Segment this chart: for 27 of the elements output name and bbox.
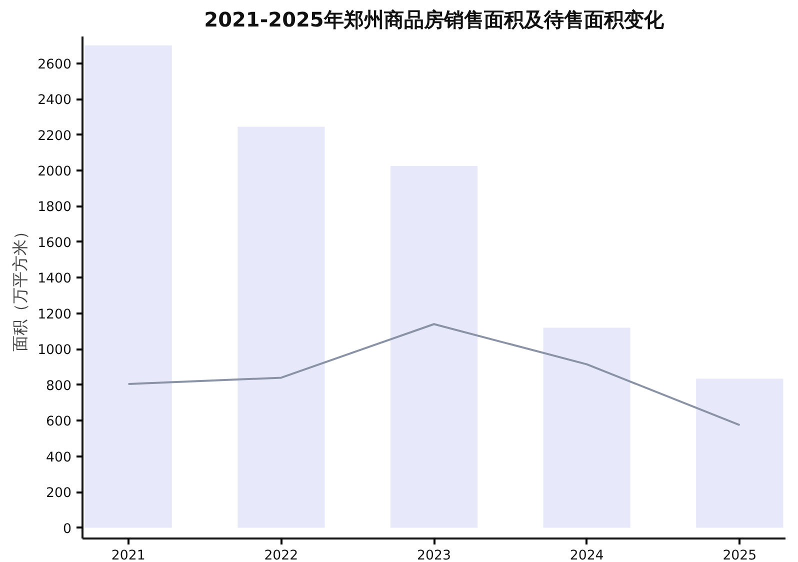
- y-tick-label: 1200: [38, 307, 72, 322]
- bar: [696, 378, 784, 528]
- y-tick-label: 1600: [38, 236, 72, 251]
- y-tick-label: 2200: [38, 128, 72, 144]
- y-tick-label: 1000: [38, 343, 72, 358]
- y-axis-title: 面积（万平方米）: [10, 224, 30, 352]
- y-tick-label: 800: [46, 378, 72, 394]
- y-tick-label: 0: [63, 522, 72, 537]
- y-tick-label: 200: [46, 486, 72, 502]
- bar: [543, 328, 630, 528]
- x-tick-label: 2022: [264, 548, 298, 562]
- y-tick-label: 1400: [38, 272, 72, 287]
- x-tick-label: 2024: [570, 548, 604, 562]
- line-series: [127, 323, 741, 426]
- bar: [390, 166, 478, 528]
- y-tick-label: 600: [46, 414, 72, 430]
- x-tick-label: 2023: [417, 548, 451, 562]
- y-tick-label: 2000: [38, 164, 72, 180]
- bar: [84, 45, 172, 528]
- x-tick-label: 2025: [722, 548, 757, 562]
- y-tick-label: 2400: [38, 93, 72, 108]
- x-tick-label: 2021: [111, 548, 146, 562]
- chart-title: 2021-2025年郑州商品房销售面积及待售面积变化: [204, 8, 665, 32]
- bar: [238, 126, 325, 528]
- y-tick-label: 2600: [38, 57, 72, 72]
- y-tick-label: 400: [46, 450, 72, 466]
- y-tick-label: 1800: [38, 200, 72, 216]
